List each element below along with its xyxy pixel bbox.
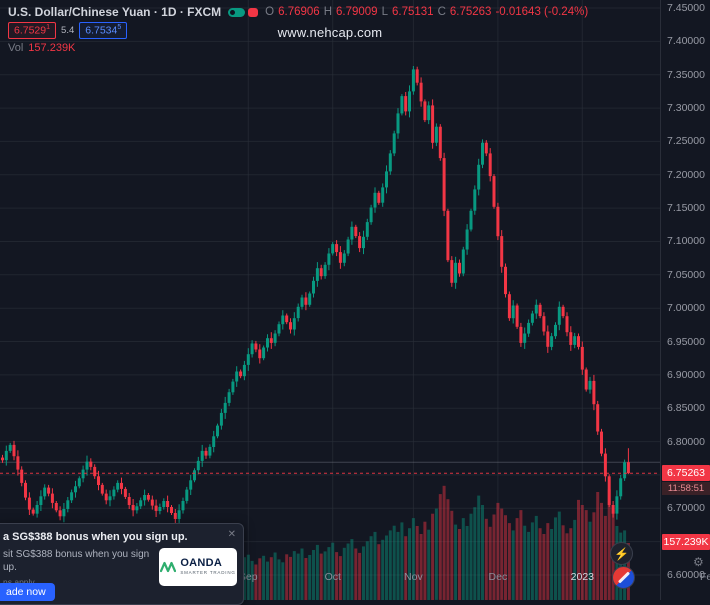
bid-price: 6.7529: [14, 24, 47, 37]
high-label: H: [323, 6, 332, 18]
axis-settings-gear-icon[interactable]: ⚙: [693, 555, 704, 569]
ask-badge[interactable]: 6.75345: [79, 22, 128, 39]
price-tick: 6.70000: [667, 502, 705, 515]
bar-countdown: 11:58:51: [662, 482, 710, 496]
price-tick: 7.45000: [667, 2, 705, 14]
price-tick: 6.80000: [667, 435, 705, 448]
price-tick: 6.85000: [667, 402, 705, 415]
open-value: 6.76906: [278, 6, 320, 18]
price-tick: 7.15000: [667, 202, 705, 215]
price-tick: 6.60000: [667, 569, 705, 581]
volume-badge: 157.239K: [662, 534, 710, 550]
ad-close-icon[interactable]: ✕: [227, 529, 236, 540]
close-label: C: [437, 6, 446, 18]
watermark: www.nehcap.com: [277, 25, 383, 40]
high-value: 6.79009: [336, 6, 378, 18]
oanda-tagline: SMARTER TRADING: [180, 570, 236, 576]
price-tick: 7.10000: [667, 235, 705, 248]
ad-body-text: sit SG$388 bonus when you sign up.: [3, 549, 150, 573]
ad-cta-button[interactable]: ade now: [0, 583, 55, 601]
oanda-mark-icon: [160, 561, 177, 573]
ask-sup-digit: 5: [117, 24, 122, 31]
oanda-logo[interactable]: OANDA SMARTER TRADING: [159, 548, 237, 586]
ad-terms-text: ns apply: [3, 577, 35, 587]
price-axis[interactable]: 6.600006.650006.700006.750006.800006.850…: [660, 0, 710, 600]
price-tick: 7.30000: [667, 102, 705, 115]
volume-legend: Vol 157.239K: [8, 42, 75, 54]
symbol-title: U.S. Dollar/Chinese Yuan · 1D · FXCM: [8, 5, 222, 19]
price-tick: 6.95000: [667, 335, 705, 348]
market-buy-pill[interactable]: [228, 7, 246, 17]
open-label: O: [265, 6, 275, 18]
change-value: -0.01643 (-0.24%): [495, 6, 589, 18]
bid-ask-row: 6.75291 5.4 6.75345: [8, 22, 128, 39]
price-tick: 6.90000: [667, 368, 705, 381]
price-tick: 7.25000: [667, 135, 705, 148]
ask-price: 6.7534: [85, 24, 118, 37]
flag-icon: [617, 571, 630, 584]
current-price-badge: 6.75263: [662, 465, 710, 482]
candlestick-chart[interactable]: [0, 0, 660, 600]
volume-label: Vol: [8, 42, 24, 54]
chart-legend: U.S. Dollar/Chinese Yuan · 1D · FXCM O 6.…: [8, 5, 588, 19]
quick-trade-lightning-button[interactable]: ⚡: [610, 542, 633, 565]
price-tick: 7.05000: [667, 268, 705, 281]
oanda-wordmark: OANDA: [180, 557, 223, 570]
bid-badge[interactable]: 6.75291: [8, 22, 57, 39]
low-label: L: [381, 6, 388, 18]
lightning-icon: ⚡: [614, 546, 629, 561]
price-tick: 7.35000: [667, 68, 705, 81]
market-sell-pill[interactable]: [248, 7, 259, 17]
price-tick: 7.20000: [667, 168, 705, 181]
volume-value: 157.239K: [28, 42, 76, 54]
price-tick: 7.40000: [667, 35, 705, 48]
ad-headline: a SG$388 bonus when you sign up.: [3, 531, 188, 543]
promo-ad-card: ✕ a SG$388 bonus when you sign up. sit S…: [0, 523, 244, 605]
spread-value: 5.4: [61, 24, 75, 36]
broker-flag-button[interactable]: [612, 566, 635, 589]
low-value: 6.75131: [391, 6, 434, 18]
ohlc-readout: O 6.76906 H 6.79009 L 6.75131 C 6.75263 -0.0…: [265, 6, 588, 18]
close-value: 6.75263: [449, 6, 492, 18]
price-tick: 7.00000: [667, 302, 705, 315]
bid-sup-digit: 1: [46, 24, 51, 31]
